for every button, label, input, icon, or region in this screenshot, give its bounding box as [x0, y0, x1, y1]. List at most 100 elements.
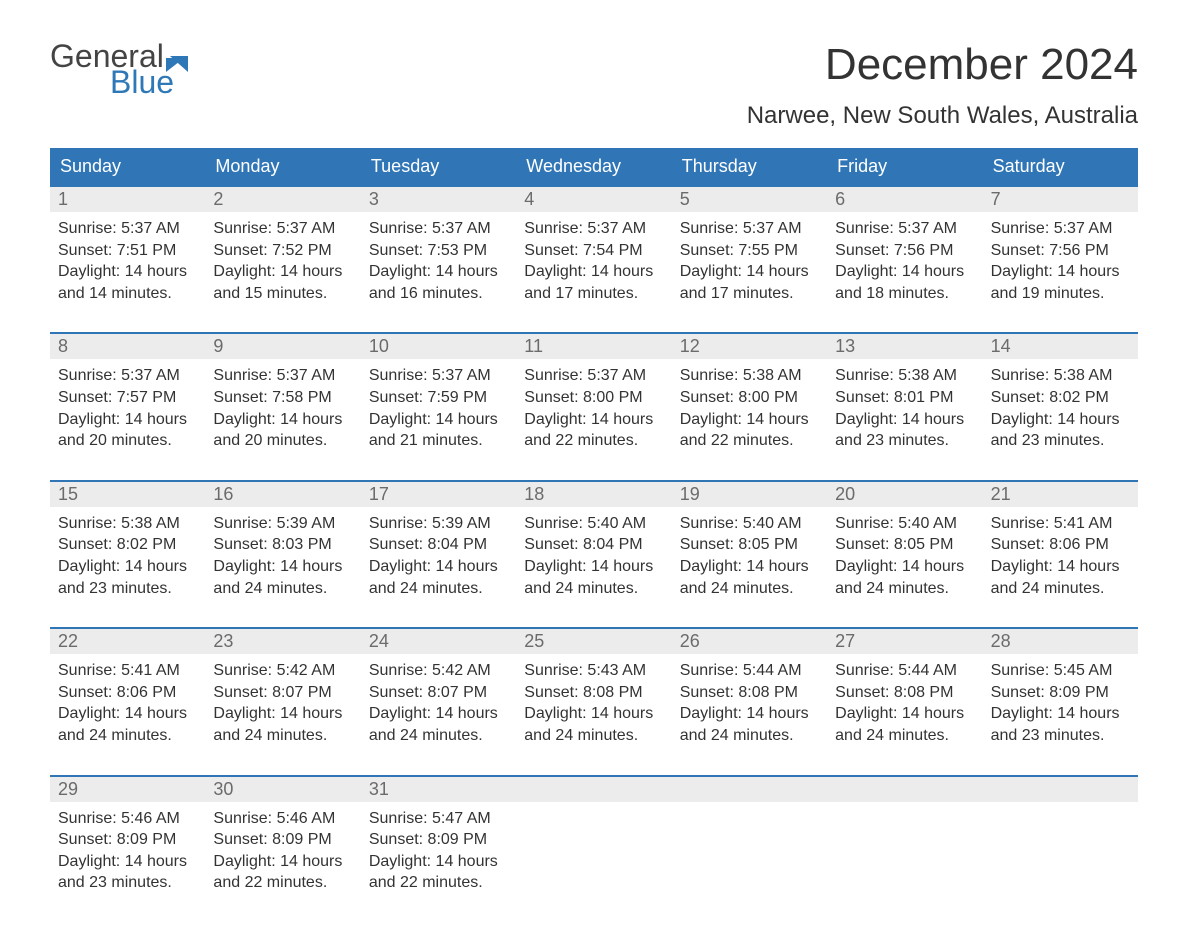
day-cell: 29 Sunrise: 5:46 AMSunset: 8:09 PMDayligh…: [50, 777, 205, 902]
daylight-line: Daylight: 14 hours and 17 minutes.: [680, 261, 819, 304]
logo: General Blue: [50, 40, 194, 98]
daylight-line: Daylight: 14 hours and 24 minutes.: [680, 556, 819, 599]
day-number: 16: [205, 482, 360, 507]
daylight-line: Daylight: 14 hours and 24 minutes.: [524, 703, 663, 746]
sunrise-line: Sunrise: 5:41 AM: [58, 660, 197, 682]
sunrise-line: Sunrise: 5:38 AM: [991, 365, 1130, 387]
sunset-line: Sunset: 8:06 PM: [58, 682, 197, 704]
sunrise-line: Sunrise: 5:38 AM: [58, 513, 197, 535]
day-cell: 1Sunrise: 5:37 AMSunset: 7:51 PMDaylight…: [50, 187, 205, 312]
day-number: 4: [516, 187, 671, 212]
daylight-line: Daylight: 14 hours and 24 minutes.: [835, 703, 974, 746]
week-row: 1Sunrise: 5:37 AMSunset: 7:51 PMDaylight…: [50, 185, 1138, 312]
day-number: 5: [672, 187, 827, 212]
day-number: 12: [672, 334, 827, 359]
day-number-empty: [672, 777, 827, 802]
daylight-line: Daylight: 14 hours and 24 minutes.: [680, 703, 819, 746]
sunset-line: Sunset: 8:07 PM: [213, 682, 352, 704]
day-cell: 4Sunrise: 5:37 AMSunset: 7:54 PMDaylight…: [516, 187, 671, 312]
day-cell: 22Sunrise: 5:41 AMSunset: 8:06 PMDayligh…: [50, 629, 205, 754]
calendar: SundayMondayTuesdayWednesdayThursdayFrid…: [50, 148, 1138, 902]
sunset-line: Sunset: 7:51 PM: [58, 240, 197, 262]
sunset-line: Sunset: 8:00 PM: [524, 387, 663, 409]
day-number: 26: [672, 629, 827, 654]
daylight-line: Daylight: 14 hours and 22 minutes.: [213, 851, 352, 894]
week-row: 8Sunrise: 5:37 AMSunset: 7:57 PMDaylight…: [50, 332, 1138, 459]
month-title: December 2024: [747, 40, 1138, 90]
daylight-line: Daylight: 14 hours and 24 minutes.: [213, 703, 352, 746]
daylight-line: Daylight: 14 hours and 15 minutes.: [213, 261, 352, 304]
sunrise-line: Sunrise: 5:40 AM: [524, 513, 663, 535]
day-cell: 28 Sunrise: 5:45 AMSunset: 8:09 PMDayligh…: [983, 629, 1138, 754]
daylight-line: Daylight: 14 hours and 23 minutes.: [58, 851, 197, 894]
day-cell: 3Sunrise: 5:37 AMSunset: 7:53 PMDaylight…: [361, 187, 516, 312]
day-cell: 31Sunrise: 5:47 AMSunset: 8:09 PMDayligh…: [361, 777, 516, 902]
day-cell: 25Sunrise: 5:43 AMSunset: 8:08 PMDayligh…: [516, 629, 671, 754]
day-cell: 20Sunrise: 5:40 AMSunset: 8:05 PMDayligh…: [827, 482, 982, 607]
daylight-line: Daylight: 14 hours and 22 minutes.: [680, 409, 819, 452]
day-cell: 5Sunrise: 5:37 AMSunset: 7:55 PMDaylight…: [672, 187, 827, 312]
sunrise-line: Sunrise: 5:42 AM: [213, 660, 352, 682]
daylight-line: Daylight: 14 hours and 23 minutes.: [991, 409, 1130, 452]
day-number: 11: [516, 334, 671, 359]
sunrise-line: Sunrise: 5:45 AM: [991, 660, 1130, 682]
sunrise-line: Sunrise: 5:41 AM: [991, 513, 1130, 535]
sunset-line: Sunset: 8:09 PM: [991, 682, 1130, 704]
day-number: 6: [827, 187, 982, 212]
day-cell: 30Sunrise: 5:46 AMSunset: 8:09 PMDayligh…: [205, 777, 360, 902]
daylight-line: Daylight: 14 hours and 24 minutes.: [369, 703, 508, 746]
sunset-line: Sunset: 8:08 PM: [680, 682, 819, 704]
day-number: 2: [205, 187, 360, 212]
sunset-line: Sunset: 7:56 PM: [835, 240, 974, 262]
day-cell: 6Sunrise: 5:37 AMSunset: 7:56 PMDaylight…: [827, 187, 982, 312]
weekday-header: Saturday: [983, 148, 1138, 185]
sunrise-line: Sunrise: 5:44 AM: [835, 660, 974, 682]
sunrise-line: Sunrise: 5:37 AM: [524, 365, 663, 387]
daylight-line: Daylight: 14 hours and 24 minutes.: [213, 556, 352, 599]
week-row: 22Sunrise: 5:41 AMSunset: 8:06 PMDayligh…: [50, 627, 1138, 754]
day-cell: 11Sunrise: 5:37 AMSunset: 8:00 PMDayligh…: [516, 334, 671, 459]
daylight-line: Daylight: 14 hours and 17 minutes.: [524, 261, 663, 304]
daylight-line: Daylight: 14 hours and 24 minutes.: [369, 556, 508, 599]
weekday-header: Monday: [205, 148, 360, 185]
day-number: 20: [827, 482, 982, 507]
weekday-header: Thursday: [672, 148, 827, 185]
day-cell: 8Sunrise: 5:37 AMSunset: 7:57 PMDaylight…: [50, 334, 205, 459]
day-number: 3: [361, 187, 516, 212]
header: General Blue December 2024 Narwee, New S…: [50, 40, 1138, 130]
sunset-line: Sunset: 8:08 PM: [524, 682, 663, 704]
day-number: 18: [516, 482, 671, 507]
day-cell: [672, 777, 827, 902]
day-cell: 26Sunrise: 5:44 AMSunset: 8:08 PMDayligh…: [672, 629, 827, 754]
daylight-line: Daylight: 14 hours and 20 minutes.: [58, 409, 197, 452]
day-number: 29: [50, 777, 205, 802]
sunrise-line: Sunrise: 5:38 AM: [680, 365, 819, 387]
sunrise-line: Sunrise: 5:37 AM: [213, 365, 352, 387]
day-number: 10: [361, 334, 516, 359]
sunrise-line: Sunrise: 5:40 AM: [835, 513, 974, 535]
sunrise-line: Sunrise: 5:46 AM: [58, 808, 197, 830]
daylight-line: Daylight: 14 hours and 23 minutes.: [991, 703, 1130, 746]
day-number: 7: [983, 187, 1138, 212]
day-cell: [827, 777, 982, 902]
day-number: 28: [983, 629, 1138, 654]
sunset-line: Sunset: 8:09 PM: [58, 829, 197, 851]
day-number: 17: [361, 482, 516, 507]
day-number-empty: [983, 777, 1138, 802]
day-cell: 14Sunrise: 5:38 AMSunset: 8:02 PMDayligh…: [983, 334, 1138, 459]
day-cell: 12Sunrise: 5:38 AMSunset: 8:00 PMDayligh…: [672, 334, 827, 459]
sunrise-line: Sunrise: 5:40 AM: [680, 513, 819, 535]
day-number-empty: [827, 777, 982, 802]
day-number: 27: [827, 629, 982, 654]
day-number: 19: [672, 482, 827, 507]
day-cell: 18Sunrise: 5:40 AMSunset: 8:04 PMDayligh…: [516, 482, 671, 607]
day-number: 1: [50, 187, 205, 212]
daylight-line: Daylight: 14 hours and 20 minutes.: [213, 409, 352, 452]
sunrise-line: Sunrise: 5:37 AM: [369, 365, 508, 387]
sunset-line: Sunset: 8:01 PM: [835, 387, 974, 409]
day-number: 23: [205, 629, 360, 654]
sunset-line: Sunset: 8:02 PM: [991, 387, 1130, 409]
daylight-line: Daylight: 14 hours and 24 minutes.: [58, 703, 197, 746]
sunset-line: Sunset: 7:54 PM: [524, 240, 663, 262]
sunset-line: Sunset: 7:58 PM: [213, 387, 352, 409]
